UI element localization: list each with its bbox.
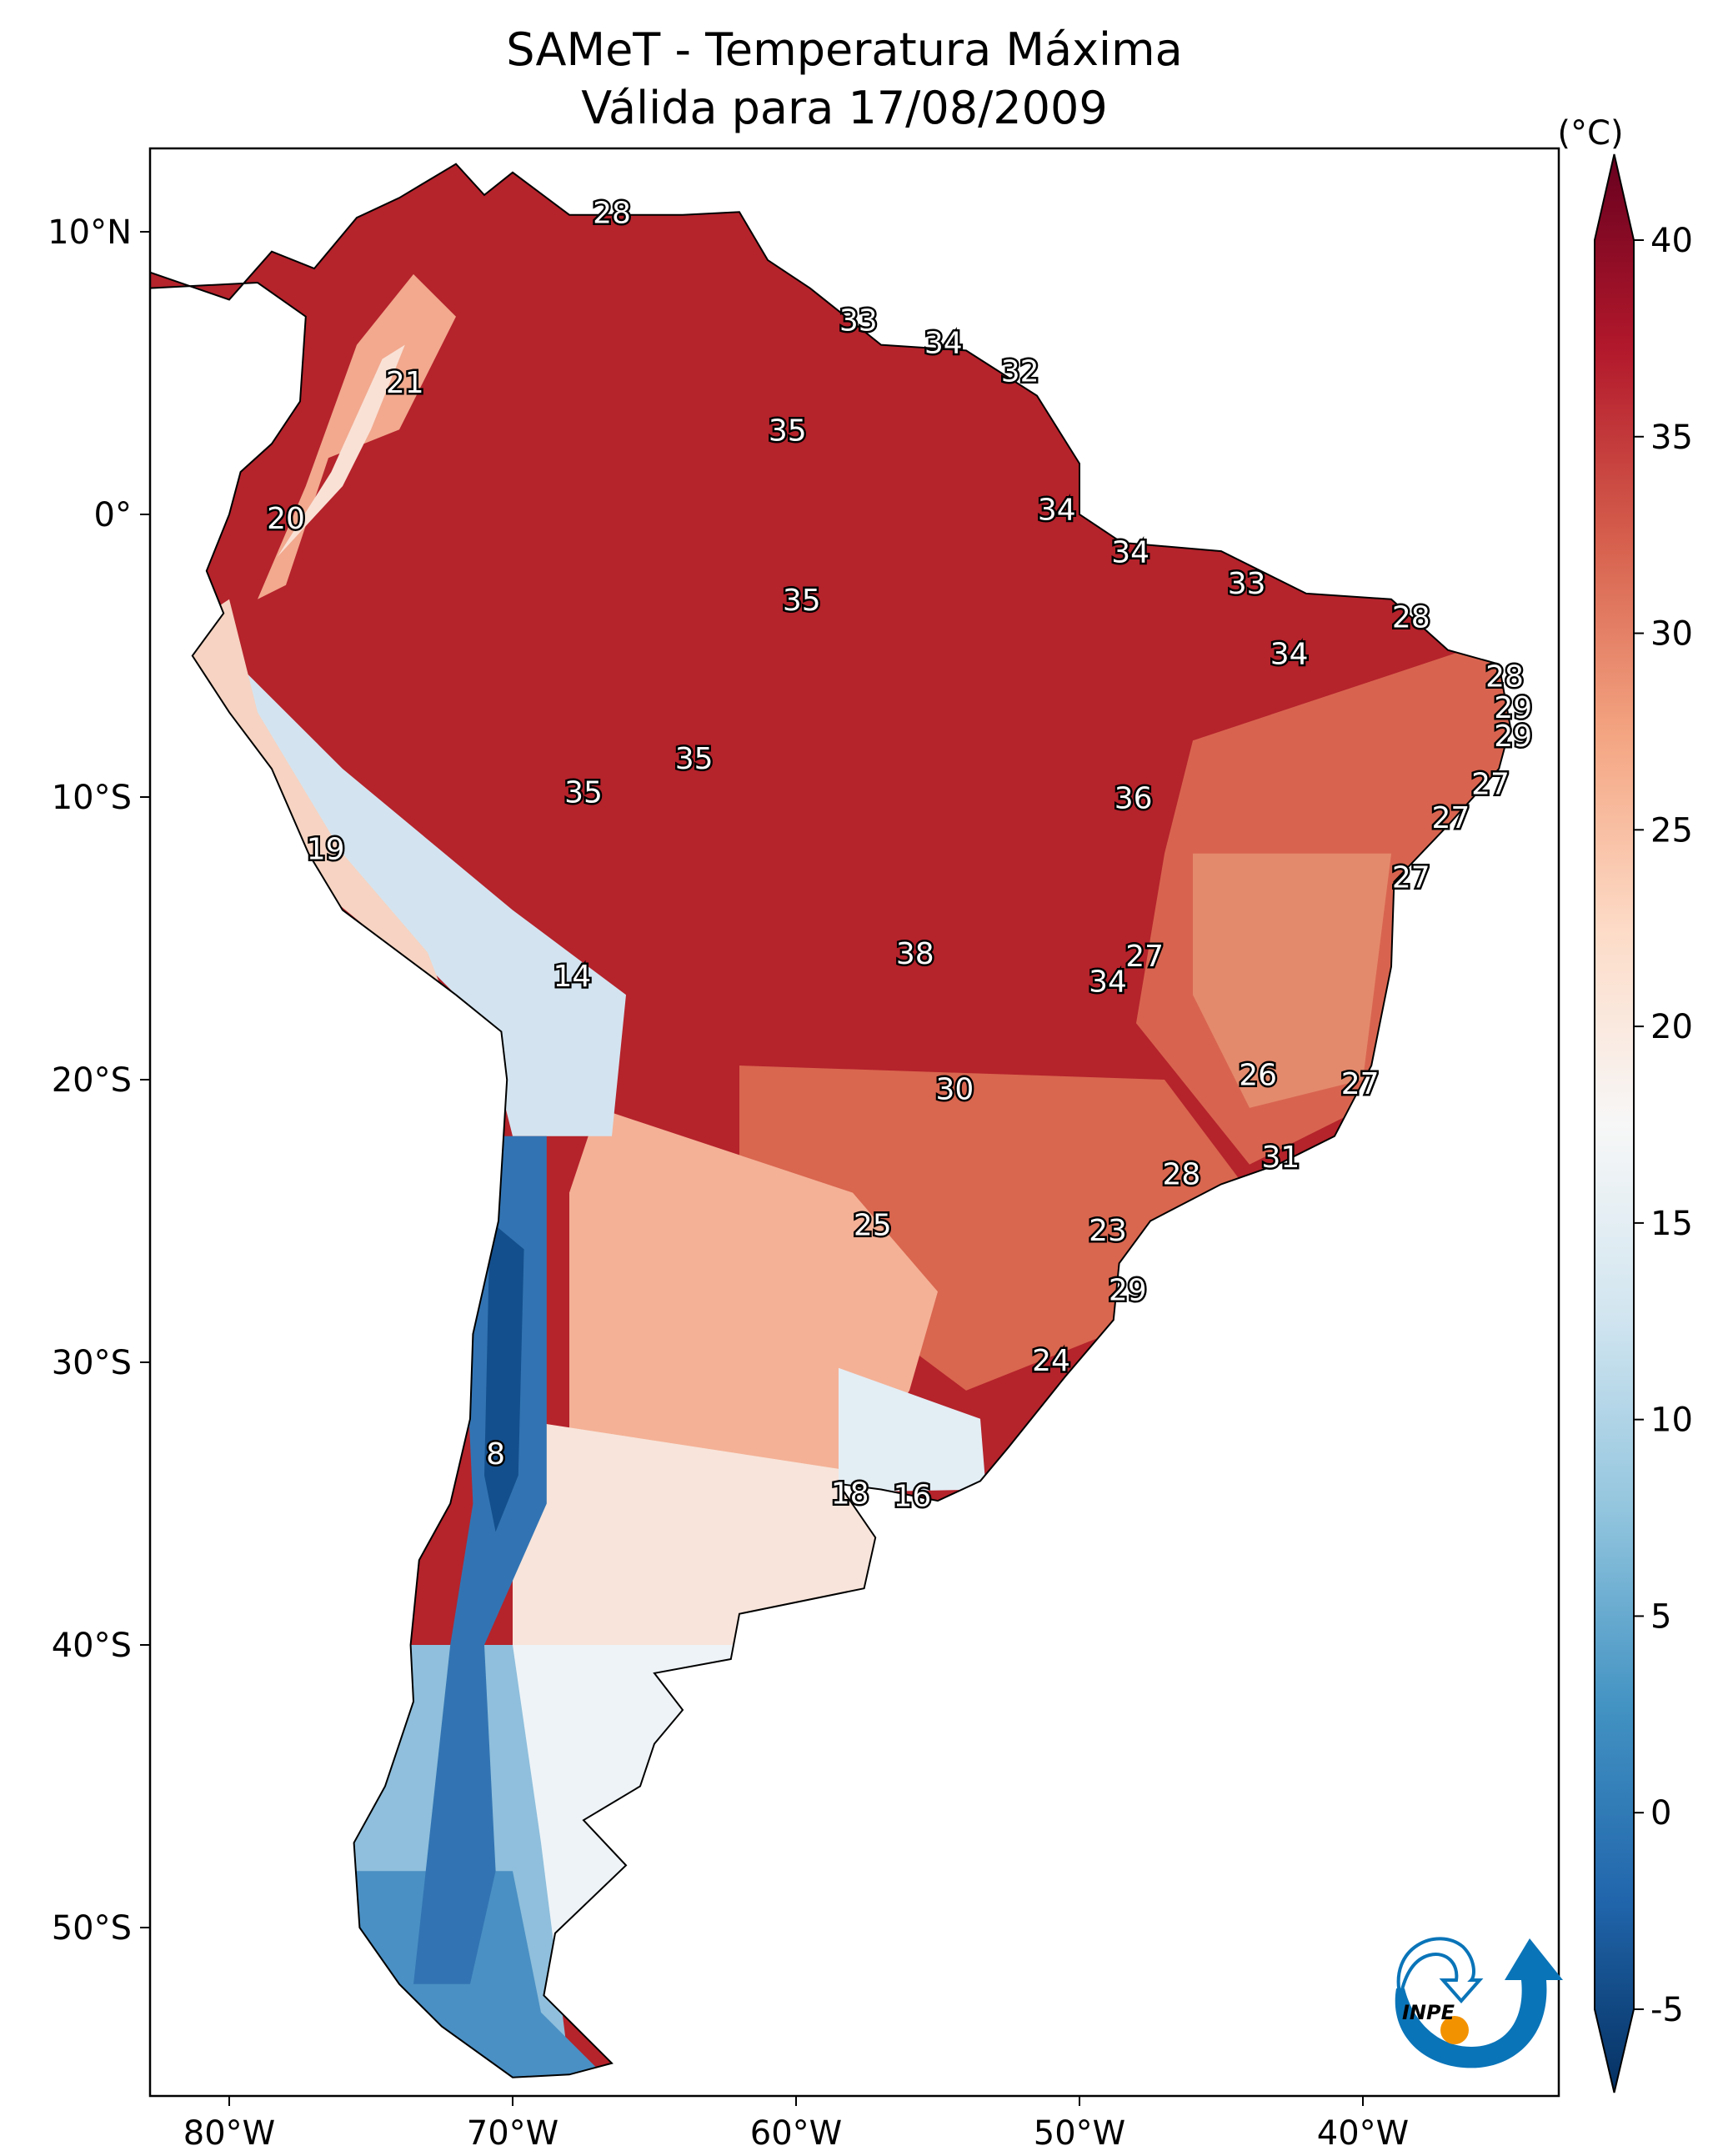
lat-tick-label: 0° [94, 496, 132, 534]
station-label: 32 [1001, 355, 1039, 389]
title-line-2: Válida para 17/08/2009 [581, 82, 1107, 134]
station-label: 31 [1261, 1141, 1300, 1175]
latitude-ticks: 10°N 0° 10°S 20°S 30°S 40°S 50°S [48, 213, 150, 1948]
station-label: 34 [1038, 494, 1076, 528]
station-label: 34 [1270, 638, 1309, 672]
station-label: 20 [267, 502, 305, 536]
station-label: 34 [1111, 535, 1150, 569]
station-label: 33 [839, 303, 878, 338]
station-label: 27 [1431, 801, 1470, 835]
colorbar-bar [1594, 153, 1635, 2093]
station-label: 14 [553, 960, 591, 994]
station-label: 29 [1109, 1273, 1147, 1307]
temperature-region-east-interior-warm [1193, 853, 1391, 1108]
coastline [150, 163, 1511, 2078]
station-label: 35 [675, 742, 714, 776]
colorbar-tick-label: 30 [1650, 615, 1693, 654]
inpe-orange-dot-icon [1440, 2016, 1469, 2044]
station-label: 27 [1341, 1067, 1380, 1101]
lon-tick-label: 50°W [1034, 2114, 1125, 2153]
colorbar-tick-label: 25 [1650, 811, 1693, 850]
station-label: 24 [1032, 1344, 1070, 1378]
colorbar-tick-label: 5 [1650, 1597, 1671, 1636]
station-label: 34 [1089, 965, 1127, 1000]
lat-tick-label: 10°N [48, 213, 132, 252]
station-label: 16 [893, 1480, 931, 1514]
map-frame [148, 147, 1560, 2098]
colorbar-tick-label: 35 [1650, 419, 1693, 457]
inpe-logo-text: INPE [1402, 2001, 1455, 2024]
station-label: 26 [1239, 1059, 1277, 1093]
station-label: 36 [1114, 781, 1153, 815]
colorbar-unit: (°C) [1557, 114, 1623, 153]
colorbar: 40 35 30 25 20 15 10 5 0 -5 (°C) [1557, 114, 1693, 2093]
temperature-region-uruguay [839, 1367, 986, 1492]
lat-tick-label: 20°S [52, 1061, 132, 1100]
lon-tick-label: 70°W [467, 2114, 558, 2153]
station-label: 38 [896, 937, 934, 971]
temperature-region-andes-dark [484, 1221, 524, 1532]
station-label: 35 [769, 414, 807, 449]
station-label: 29 [1494, 720, 1532, 754]
station-label: 18 [831, 1477, 869, 1511]
colorbar-tick-label: 10 [1650, 1401, 1693, 1440]
title-line-1: SAMeT - Temperatura Máxima [506, 23, 1182, 76]
station-label: 28 [1392, 600, 1430, 634]
colorbar-tick-label: 15 [1650, 1205, 1693, 1243]
temperature-region-peru-coast [187, 599, 442, 990]
station-label: 33 [1228, 567, 1266, 601]
station-label: 28 [593, 197, 631, 231]
temperature-region-colombia-andes-core [277, 344, 405, 557]
colorbar-tick-label: 0 [1650, 1794, 1671, 1833]
station-label: 30 [935, 1073, 974, 1107]
lat-tick-label: 10°S [52, 779, 132, 817]
station-label: 27 [1125, 940, 1164, 974]
inpe-arrow-icon [1395, 1938, 1563, 2068]
station-label: 28 [1485, 660, 1524, 694]
temperature-field [150, 163, 1510, 2078]
longitude-ticks: 80°W 70°W 60°W 50°W 40°W [183, 2096, 1409, 2153]
station-label: 27 [1392, 860, 1430, 895]
station-label: 8 [486, 1437, 505, 1472]
lon-tick-label: 40°W [1317, 2114, 1409, 2153]
colorbar-tick-label: 20 [1650, 1008, 1693, 1046]
temperature-region-altiplano [229, 655, 626, 1136]
station-label: 29 [1494, 691, 1532, 725]
colorbar-ticks: 40 35 30 25 20 15 10 5 0 -5 [1634, 222, 1693, 2029]
station-label: 34 [924, 327, 963, 361]
colorbar-tick-label: 40 [1650, 222, 1693, 260]
lat-tick-label: 30°S [52, 1344, 132, 1382]
station-label: 35 [564, 776, 603, 810]
lat-tick-label: 40°S [52, 1627, 132, 1665]
inpe-logo: INPE [1395, 1937, 1563, 2068]
station-label: 21 [386, 366, 424, 400]
station-label: 23 [1089, 1214, 1127, 1248]
station-label: 35 [783, 584, 821, 618]
station-label: 28 [1162, 1157, 1200, 1191]
station-label: 27 [1471, 767, 1510, 801]
station-label: 25 [854, 1208, 892, 1242]
colorbar-tick-label: -5 [1650, 1991, 1684, 2029]
station-label: 19 [307, 832, 345, 866]
lon-tick-label: 60°W [750, 2114, 842, 2153]
inpe-swirl-icon [1396, 1937, 1484, 2004]
lon-tick-label: 80°W [183, 2114, 275, 2153]
lat-tick-label: 50°S [52, 1909, 132, 1948]
